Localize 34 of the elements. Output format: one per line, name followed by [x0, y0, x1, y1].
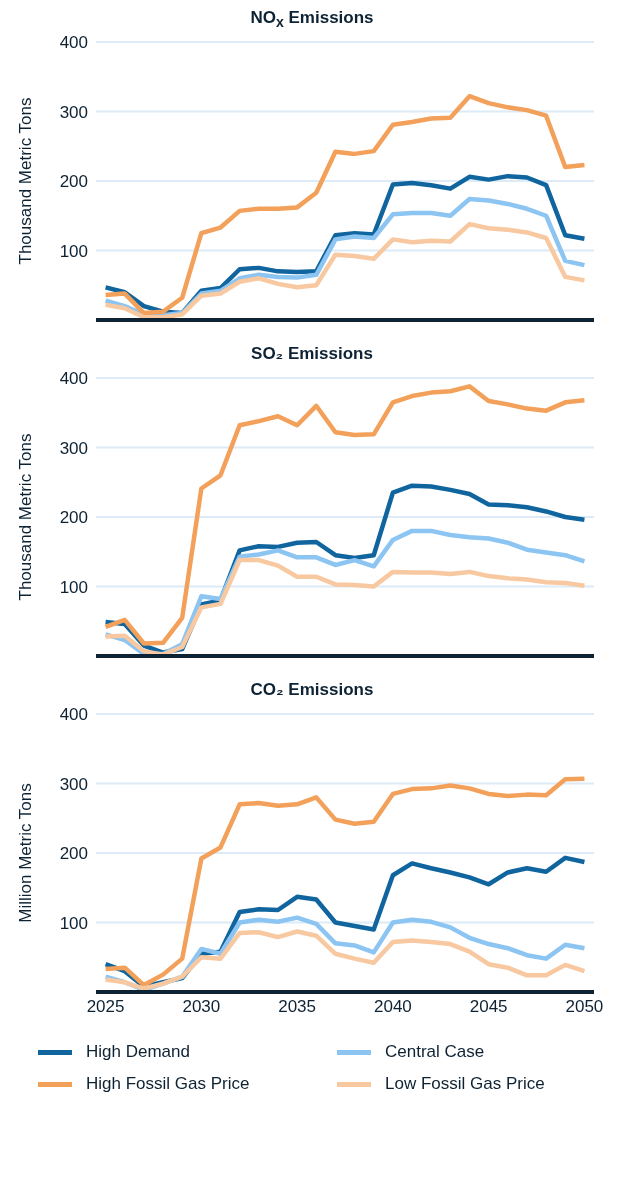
line-series	[103, 384, 587, 646]
x-tick-label: 2030	[182, 997, 221, 1017]
x-tick-label: 2050	[565, 997, 604, 1017]
chart-title: SO₂ Emissions	[250, 344, 374, 365]
x-tick-label: 2035	[278, 997, 317, 1017]
x-tick-label: 2040	[373, 997, 412, 1017]
chart-title: CO₂ Emissions	[249, 680, 375, 701]
y-tick-label: 400	[59, 33, 88, 53]
y-axis-title: Million Metric Tons	[16, 783, 36, 923]
y-tick-label: 300	[59, 102, 88, 122]
legend-label: Central Case	[385, 1042, 485, 1062]
line-series	[103, 557, 587, 656]
y-tick-label: 100	[59, 241, 88, 261]
legend-label: High Demand	[86, 1042, 190, 1062]
y-axis-title: Thousand Metric Tons	[16, 97, 36, 265]
line-series	[103, 221, 587, 320]
y-axis-title: Thousand Metric Tons	[16, 433, 36, 601]
legend-label: Low Fossil Gas Price	[385, 1074, 545, 1094]
y-tick-label: 100	[59, 913, 88, 933]
y-tick-label: 100	[59, 577, 88, 597]
line-series	[103, 776, 587, 988]
y-tick-label: 200	[59, 844, 88, 864]
line-series	[103, 93, 587, 316]
y-tick-label: 200	[59, 508, 88, 528]
y-tick-label: 300	[59, 774, 88, 794]
y-tick-label: 400	[59, 705, 88, 725]
x-tick-label: 2045	[469, 997, 508, 1017]
x-tick-label: 2025	[86, 997, 125, 1017]
y-tick-label: 300	[59, 438, 88, 458]
y-tick-label: 200	[59, 172, 88, 192]
chart-title: NO$_{x}$ Emissions	[249, 8, 375, 33]
legend-label: High Fossil Gas Price	[86, 1074, 250, 1094]
y-tick-label: 400	[59, 369, 88, 389]
line-series	[103, 929, 587, 991]
